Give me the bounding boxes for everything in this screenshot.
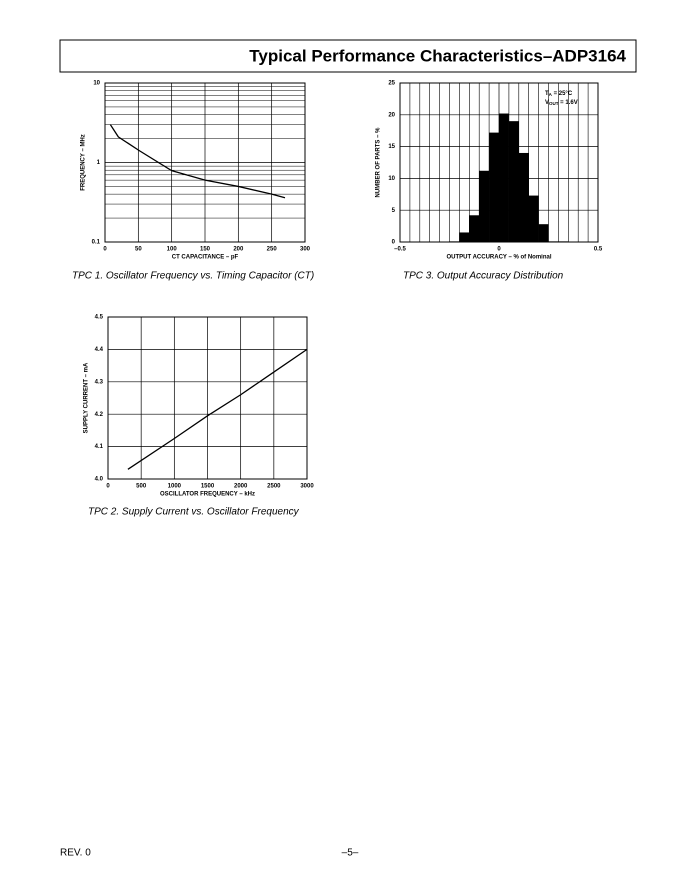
header-box (59, 39, 637, 73)
page-number: –5– (342, 848, 359, 859)
figure-caption: TPC 2. Supply Current vs. Oscillator Fre… (88, 507, 300, 518)
x-tick-label: 50 (135, 247, 142, 253)
annotation: VOUT = 1.6V (545, 100, 578, 107)
y-tick-label: 1 (97, 160, 101, 166)
x-axis-label: OUTPUT ACCURACY – % of Nominal (446, 255, 551, 261)
annotation-sub: OUT (549, 101, 559, 106)
x-tick-label: –0.5 (394, 247, 406, 253)
annotation-main: V (545, 100, 549, 106)
x-tick-label: 0 (497, 247, 501, 253)
y-tick-label: 4.3 (95, 379, 104, 385)
revision: REV. 0 (60, 848, 91, 859)
x-axis-label: CT CAPACITANCE – pF (172, 255, 239, 261)
x-tick-label: 0 (106, 484, 110, 490)
x-tick-label: 1500 (201, 484, 215, 490)
x-tick-label: 2000 (234, 484, 248, 490)
histogram-bar (538, 224, 549, 242)
data-line (109, 124, 286, 199)
y-tick-label: 4.5 (95, 315, 104, 321)
annotation-tail: = 25°C (552, 91, 573, 97)
y-tick-label: 0 (392, 240, 396, 246)
data-line (127, 348, 308, 470)
y-tick-label: 20 (388, 112, 395, 118)
y-tick-label: 4.0 (95, 477, 104, 483)
x-tick-label: 150 (200, 247, 211, 253)
histogram-bar (558, 241, 569, 242)
y-tick-label: 4.4 (95, 347, 104, 353)
histogram-bar (499, 113, 509, 242)
y-axis-label: FREQUENCY – MHz (81, 134, 87, 191)
y-tick-label: 4.2 (95, 412, 104, 418)
y-tick-label: 5 (392, 208, 396, 214)
y-axis-label: NUMBER OF PARTS – % (376, 127, 382, 198)
histogram-bar (518, 152, 529, 242)
page-title: Typical Performance Characteristics–ADP3… (249, 46, 626, 65)
y-tick-label: 10 (93, 81, 100, 87)
y-tick-label: 4.1 (95, 444, 104, 450)
histogram-bar (528, 195, 539, 242)
plot-frame (107, 316, 308, 480)
histogram-bar (489, 132, 499, 242)
x-tick-label: 200 (233, 247, 244, 253)
histogram-bar (479, 170, 490, 242)
x-tick-label: 300 (300, 247, 311, 253)
histogram-bar (508, 121, 519, 242)
figure-caption: TPC 3. Output Accuracy Distribution (403, 271, 564, 282)
x-tick-label: 2500 (267, 484, 281, 490)
x-axis-label: OSCILLATOR FREQUENCY – kHz (160, 492, 255, 498)
y-tick-label: 0.1 (92, 240, 101, 246)
x-tick-label: 3000 (300, 484, 314, 490)
figure-caption: TPC 1. Oscillator Frequency vs. Timing C… (72, 271, 314, 282)
x-tick-label: 100 (167, 247, 178, 253)
annotation: TA = 25°C (545, 91, 573, 98)
plot-frame (104, 82, 306, 243)
histogram-bar (548, 241, 559, 242)
annotation-main: T (545, 91, 549, 97)
histogram-bar (469, 215, 480, 242)
x-tick-label: 0.5 (594, 247, 603, 253)
y-tick-label: 10 (388, 176, 395, 182)
chart: 4.0 4.1 4.2 4.3 4.4 4.5 0 500 1000 1500 2000 2500 30… (84, 315, 315, 518)
y-tick-label: 15 (388, 144, 395, 150)
x-tick-label: 500 (136, 484, 147, 490)
y-tick-label: 25 (388, 81, 395, 87)
annotation-tail: = 1.6V (559, 100, 578, 106)
histogram-bar (459, 232, 470, 242)
y-axis-label: SUPPLY CURRENT – mA (84, 362, 90, 433)
x-tick-label: 250 (267, 247, 278, 253)
x-tick-label: 1000 (168, 484, 182, 490)
x-tick-label: 0 (103, 247, 107, 253)
histogram-bar (449, 241, 460, 242)
annotation-sub: A (549, 92, 553, 97)
